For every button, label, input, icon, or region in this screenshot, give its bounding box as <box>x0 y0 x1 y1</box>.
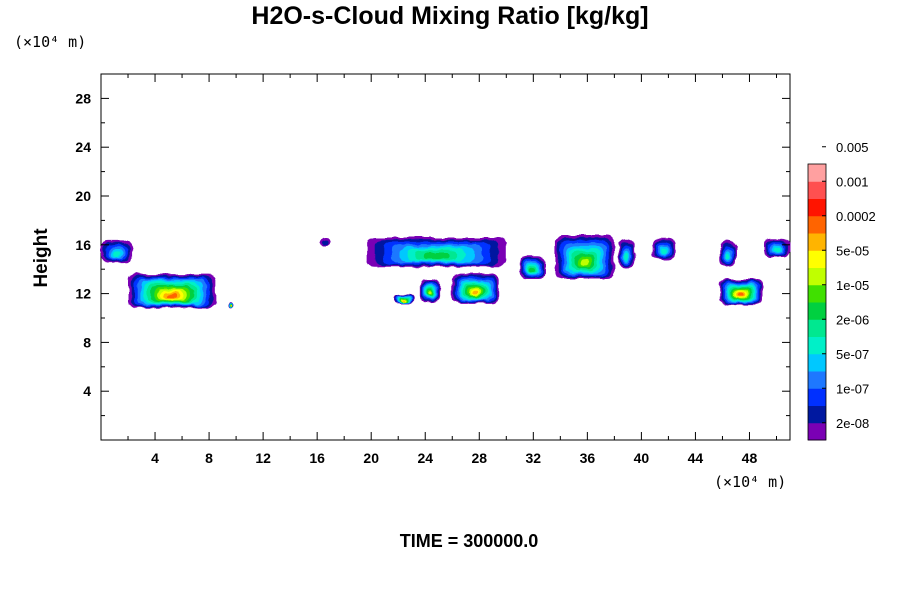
colorbar-swatch <box>808 336 826 355</box>
colorbar-label: 1e-05 <box>836 278 869 293</box>
chart-title: H2O-s-Cloud Mixing Ratio [kg/kg] <box>251 2 649 30</box>
time-label: TIME = 300000.0 <box>399 531 539 551</box>
cloud-feature <box>394 294 415 304</box>
cloud-feature <box>719 278 763 305</box>
cloud-feature <box>227 302 234 309</box>
cloud-contour <box>321 239 329 245</box>
y-axis-unit: (×10⁴ m) <box>14 33 87 51</box>
colorbar-label: 1e-07 <box>836 381 869 396</box>
cloud-feature <box>719 241 736 267</box>
cloud-feature <box>519 255 546 279</box>
cloud-feature <box>554 235 615 279</box>
y-tick-label: 16 <box>75 237 91 253</box>
colorbar-swatch <box>808 302 826 320</box>
cloud-contour <box>773 247 780 253</box>
x-tick-label: 40 <box>634 450 650 466</box>
cloud-contour <box>229 305 232 307</box>
x-tick-label: 8 <box>205 450 213 466</box>
cloud-contour <box>530 268 536 273</box>
x-axis-unit: (×10⁴ m) <box>714 473 787 491</box>
cloud-feature <box>128 274 216 309</box>
y-tick-label: 20 <box>75 188 91 204</box>
cloud-feature <box>618 238 635 268</box>
colorbar-swatch <box>808 371 826 389</box>
colorbar: 2e-08 1e-07 5e-07 2e-06 1e-05 5e-05 0.0002 0.00… <box>807 140 876 441</box>
cloud-contour <box>738 293 744 297</box>
colorbar-swatch <box>808 422 826 441</box>
colorbar-swatch <box>808 284 826 303</box>
cloud-contour <box>112 251 121 257</box>
cloud-contour <box>428 291 432 296</box>
cloud-contour <box>725 253 730 260</box>
y-tick-label: 8 <box>83 334 91 350</box>
colorbar-swatch <box>808 319 826 337</box>
cloud-contour <box>166 293 178 298</box>
y-tick-label: 12 <box>75 286 91 302</box>
colorbar-swatch <box>808 267 826 286</box>
cloud-feature <box>419 278 441 303</box>
colorbar-label: 5e-05 <box>836 243 869 258</box>
cloud-contour <box>423 252 450 259</box>
x-tick-label: 36 <box>580 450 596 466</box>
cloud-feature <box>319 237 331 247</box>
cloud-feature <box>452 274 499 304</box>
y-tick-label: 24 <box>75 139 91 155</box>
colorbar-swatch <box>808 181 826 199</box>
cloud-feature <box>652 238 676 260</box>
y-tick-label: 4 <box>83 383 91 399</box>
x-tick-label: 48 <box>742 450 758 466</box>
colorbar-label: 2e-08 <box>836 416 869 431</box>
cloud-feature <box>367 237 507 267</box>
colorbar-label: 0.005 <box>836 140 869 155</box>
colorbar-swatch <box>808 388 826 406</box>
x-tick-label: 44 <box>688 450 704 466</box>
x-tick-label: 16 <box>309 450 325 466</box>
cloud-contour <box>403 299 406 301</box>
colorbar-label: 0.001 <box>836 174 869 189</box>
cloud-field <box>101 235 790 309</box>
x-tick-label: 28 <box>471 450 487 466</box>
colorbar-swatch <box>808 405 826 424</box>
colorbar-swatch <box>808 353 826 372</box>
colorbar-swatch <box>808 215 826 234</box>
colorbar-frame <box>807 163 827 441</box>
cloud-feature <box>101 239 133 264</box>
x-tick-label: 20 <box>363 450 379 466</box>
cloud-feature <box>762 238 790 257</box>
cloud-contour <box>472 290 479 295</box>
colorbar-label: 5e-07 <box>836 347 869 362</box>
cloud-contour <box>660 248 667 254</box>
colorbar-swatch <box>808 164 826 182</box>
colorbar-swatch <box>808 198 826 217</box>
x-tick-label: 24 <box>417 450 433 466</box>
colorbar-label: 0.0002 <box>836 209 876 224</box>
cloud-contour <box>624 253 629 261</box>
colorbar-swatch <box>808 233 826 251</box>
x-tick-label: 4 <box>151 450 159 466</box>
y-tick-label: 28 <box>75 90 91 106</box>
x-tick-label: 32 <box>526 450 542 466</box>
colorbar-label: 2e-06 <box>836 312 869 327</box>
cloud-contour <box>580 259 590 266</box>
colorbar-swatch <box>808 250 826 268</box>
x-tick-label: 12 <box>255 450 271 466</box>
